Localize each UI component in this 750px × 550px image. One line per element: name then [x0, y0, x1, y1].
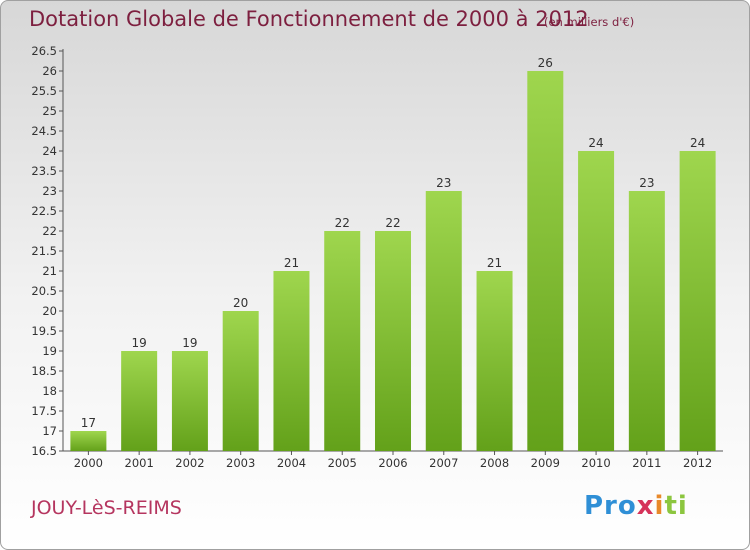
x-tick-label: 2001	[125, 456, 154, 470]
x-tick-label: 2005	[328, 456, 357, 470]
y-tick-label: 25	[42, 104, 57, 118]
x-tick-label: 2000	[74, 456, 103, 470]
bar	[171, 351, 208, 451]
commune-name: JOUY-LèS-REIMS	[31, 497, 182, 519]
bar	[425, 191, 462, 451]
x-tick-label: 2003	[226, 456, 255, 470]
y-tick-label: 21	[42, 264, 57, 278]
y-tick-label: 23	[42, 184, 57, 198]
y-tick-label: 25.5	[31, 84, 57, 98]
y-tick-label: 17	[42, 424, 57, 438]
bar	[70, 431, 107, 451]
y-tick-label: 26	[42, 64, 57, 78]
data-label: 22	[385, 216, 400, 230]
bar	[628, 191, 665, 451]
x-tick-label: 2009	[531, 456, 560, 470]
data-label: 24	[588, 136, 603, 150]
data-label: 23	[639, 176, 654, 190]
y-tick-label: 24	[42, 144, 57, 158]
y-tick-label: 18	[42, 384, 57, 398]
chart-title: Dotation Globale de Fonctionnement de 20…	[29, 7, 589, 31]
y-tick-label: 22	[42, 224, 57, 238]
y-tick-label: 26.5	[31, 44, 57, 58]
x-tick-label: 2006	[378, 456, 407, 470]
y-tick-label: 18.5	[31, 364, 57, 378]
y-tick-label: 20	[42, 304, 57, 318]
bar	[324, 231, 361, 451]
data-label: 23	[436, 176, 451, 190]
data-label: 21	[487, 256, 502, 270]
y-tick-label: 23.5	[31, 164, 57, 178]
x-tick-label: 2002	[175, 456, 204, 470]
bar	[121, 351, 158, 451]
data-label: 26	[538, 56, 553, 70]
y-tick-label: 21.5	[31, 244, 57, 258]
bar	[222, 311, 259, 451]
y-tick-label: 19	[42, 344, 57, 358]
bar	[476, 271, 513, 451]
data-label: 21	[284, 256, 299, 270]
data-label: 24	[690, 136, 705, 150]
y-tick-label: 17.5	[31, 404, 57, 418]
data-label: 20	[233, 296, 248, 310]
logo-part: ti	[664, 491, 688, 521]
x-tick-label: 2011	[632, 456, 661, 470]
chart-subtitle: (en milliers d'€)	[544, 15, 635, 29]
y-tick-label: 19.5	[31, 324, 57, 338]
y-tick-label: 20.5	[31, 284, 57, 298]
logo-part: x	[636, 491, 655, 521]
data-label: 19	[182, 336, 197, 350]
x-tick-label: 2007	[429, 456, 458, 470]
data-label: 17	[81, 416, 96, 430]
x-tick-label: 2012	[683, 456, 712, 470]
bar	[578, 151, 615, 451]
data-label: 22	[335, 216, 350, 230]
logo-part: i	[654, 491, 665, 521]
bar	[679, 151, 716, 451]
data-label: 19	[132, 336, 147, 350]
logo-part: Pro	[584, 491, 637, 521]
proxiti-logo: Proxiti	[584, 491, 688, 521]
bar	[375, 231, 411, 451]
x-tick-label: 2010	[581, 456, 610, 470]
bar	[273, 271, 310, 451]
y-tick-label: 22.5	[31, 204, 57, 218]
y-tick-label: 24.5	[31, 124, 57, 138]
bar	[527, 71, 564, 451]
x-tick-label: 2004	[277, 456, 306, 470]
x-tick-label: 2008	[480, 456, 509, 470]
y-tick-label: 16.5	[31, 444, 57, 458]
